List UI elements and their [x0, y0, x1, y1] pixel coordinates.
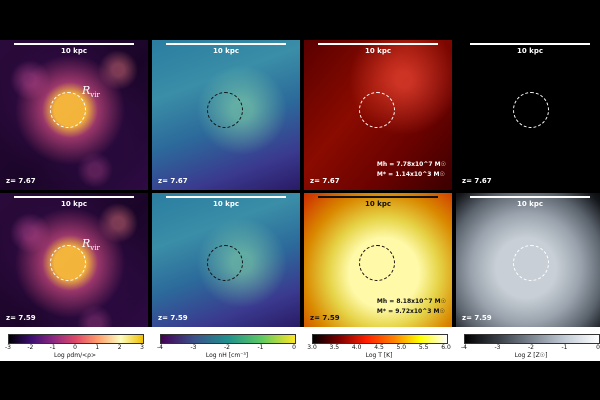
virial-radius-circle [359, 245, 395, 281]
virial-radius-circle [50, 92, 86, 128]
colorbar-tick-label: 0 [596, 344, 600, 351]
colorbar-tick-label: 0 [292, 344, 296, 351]
virial-radius-circle [359, 92, 395, 128]
gas-density-panel-top: 10 kpc z= 7.67 [152, 40, 300, 190]
scale-label: 10 kpc [517, 200, 543, 208]
temperature-panel-bottom: 10 kpc Mh = 8.18x10^7 M☉ M* = 9.72x10^3 … [304, 193, 452, 327]
colorbar-tick-label: 3.0 [307, 344, 317, 351]
redshift-label: z= 7.67 [6, 177, 36, 185]
colorbar-tick-label: 5.0 [396, 344, 407, 351]
colorbar-tick-label: -2 [27, 344, 34, 351]
colorbar-ticks: -3 -2 -1 0 1 2 3 [5, 344, 144, 354]
colorbar-0 [8, 334, 144, 344]
colorbar-title: Log T [K] [365, 352, 393, 359]
colorbar-tick-label: -3 [494, 344, 501, 351]
redshift-label: z= 7.59 [6, 314, 36, 322]
virial-radius-circle [207, 92, 243, 128]
halo-mass: Mh = 7.78x10^7 M☉ [376, 161, 446, 168]
colorbar-tick-label: 0 [73, 344, 77, 351]
scale-bar [166, 196, 286, 198]
virial-radius-circle [50, 245, 86, 281]
colorbar-ticks: -4 -3 -2 -1 0 [461, 344, 600, 354]
colorbar-tick-label: 4.0 [351, 344, 362, 351]
virial-radius-circle [207, 245, 243, 281]
metallicity-panel-bottom: 10 kpc z= 7.59 [456, 193, 600, 327]
virial-radius-circle [513, 92, 549, 128]
redshift-label: z= 7.59 [158, 314, 188, 322]
redshift-label: z= 7.67 [462, 177, 492, 185]
colorbar-tick-label: -1 [49, 344, 56, 351]
colorbar-title: Log nH [cm⁻³] [205, 352, 249, 359]
virial-radius-circle [513, 245, 549, 281]
scale-label: 10 kpc [61, 200, 87, 208]
colorbar-tick-label: 6.0 [441, 344, 451, 351]
colorbar-tick-label: -3 [5, 344, 11, 351]
scale-label: 10 kpc [365, 200, 391, 208]
scale-bar [318, 43, 438, 45]
colorbar-tick-label: 3.5 [329, 344, 340, 351]
scale-label: 10 kpc [517, 47, 543, 55]
colorbar-tick-label: -3 [190, 344, 197, 351]
scale-bar [470, 196, 590, 198]
halo-mass: Mh = 8.18x10^7 M☉ [376, 298, 446, 305]
redshift-label: z= 7.67 [310, 177, 340, 185]
scale-label: 10 kpc [61, 47, 87, 55]
rvir-label: Rvir [82, 84, 100, 100]
dm-density-panel-top: 10 kpc Rvir z= 7.67 [0, 40, 148, 190]
colorbar-tick-label: 2 [117, 344, 122, 351]
mass-annotation: Mh = 8.18x10^7 M☉ M* = 9.72x10^3 M☉ [377, 297, 446, 317]
colorbar-ticks: 3.0 3.5 4.0 4.5 5.0 5.5 6.0 [307, 344, 451, 354]
colorbar-ticks: -4 -3 -2 -1 0 [157, 344, 296, 354]
redshift-label: z= 7.59 [462, 314, 492, 322]
redshift-label: z= 7.67 [158, 177, 188, 185]
metallicity-panel-top: 10 kpc z= 7.67 [456, 40, 600, 190]
temperature-panel-top: 10 kpc Mh = 7.78x10^7 M☉ M* = 1.14x10^3 … [304, 40, 452, 190]
colorbar-tick-label: -1 [561, 344, 568, 351]
colorbar-tick-label: -4 [157, 344, 163, 351]
colorbar-title: Log ρdm/<ρ> [54, 352, 96, 359]
colorbar-tick-label: -4 [461, 344, 467, 351]
mass-annotation: Mh = 7.78x10^7 M☉ M* = 1.14x10^3 M☉ [377, 160, 446, 180]
stellar-mass: M* = 9.72x10^3 M☉ [376, 308, 445, 315]
stellar-mass: M* = 1.14x10^3 M☉ [376, 171, 445, 178]
gas-density-panel-bottom: 10 kpc z= 7.59 [152, 193, 300, 327]
colorbar-tick-label: -1 [257, 344, 264, 351]
scale-label: 10 kpc [365, 47, 391, 55]
colorbar-tick-label: 3 [140, 344, 144, 351]
colorbar-1 [160, 334, 296, 344]
colorbar-tick-label: -2 [224, 344, 230, 351]
scale-label: 10 kpc [213, 47, 239, 55]
rvir-label: Rvir [82, 237, 100, 253]
colorbar-tick-label: -2 [528, 344, 534, 351]
colorbar-strip [0, 327, 600, 361]
redshift-label: z= 7.59 [310, 314, 340, 322]
colorbar-2 [312, 334, 448, 344]
scale-bar [14, 196, 134, 198]
colorbar-tick-label: 1 [95, 344, 100, 351]
colorbar-3 [464, 334, 600, 344]
colorbar-title: Log Z [Z☉] [514, 352, 548, 359]
colorbar-tick-label: 5.5 [418, 344, 429, 351]
colorbar-tick-label: 4.5 [374, 344, 384, 351]
scale-bar [14, 43, 134, 45]
scale-bar [470, 43, 590, 45]
scale-bar [318, 196, 438, 198]
scale-bar [166, 43, 286, 45]
dm-density-panel-bottom: 10 kpc Rvir z= 7.59 [0, 193, 148, 327]
scale-label: 10 kpc [213, 200, 239, 208]
